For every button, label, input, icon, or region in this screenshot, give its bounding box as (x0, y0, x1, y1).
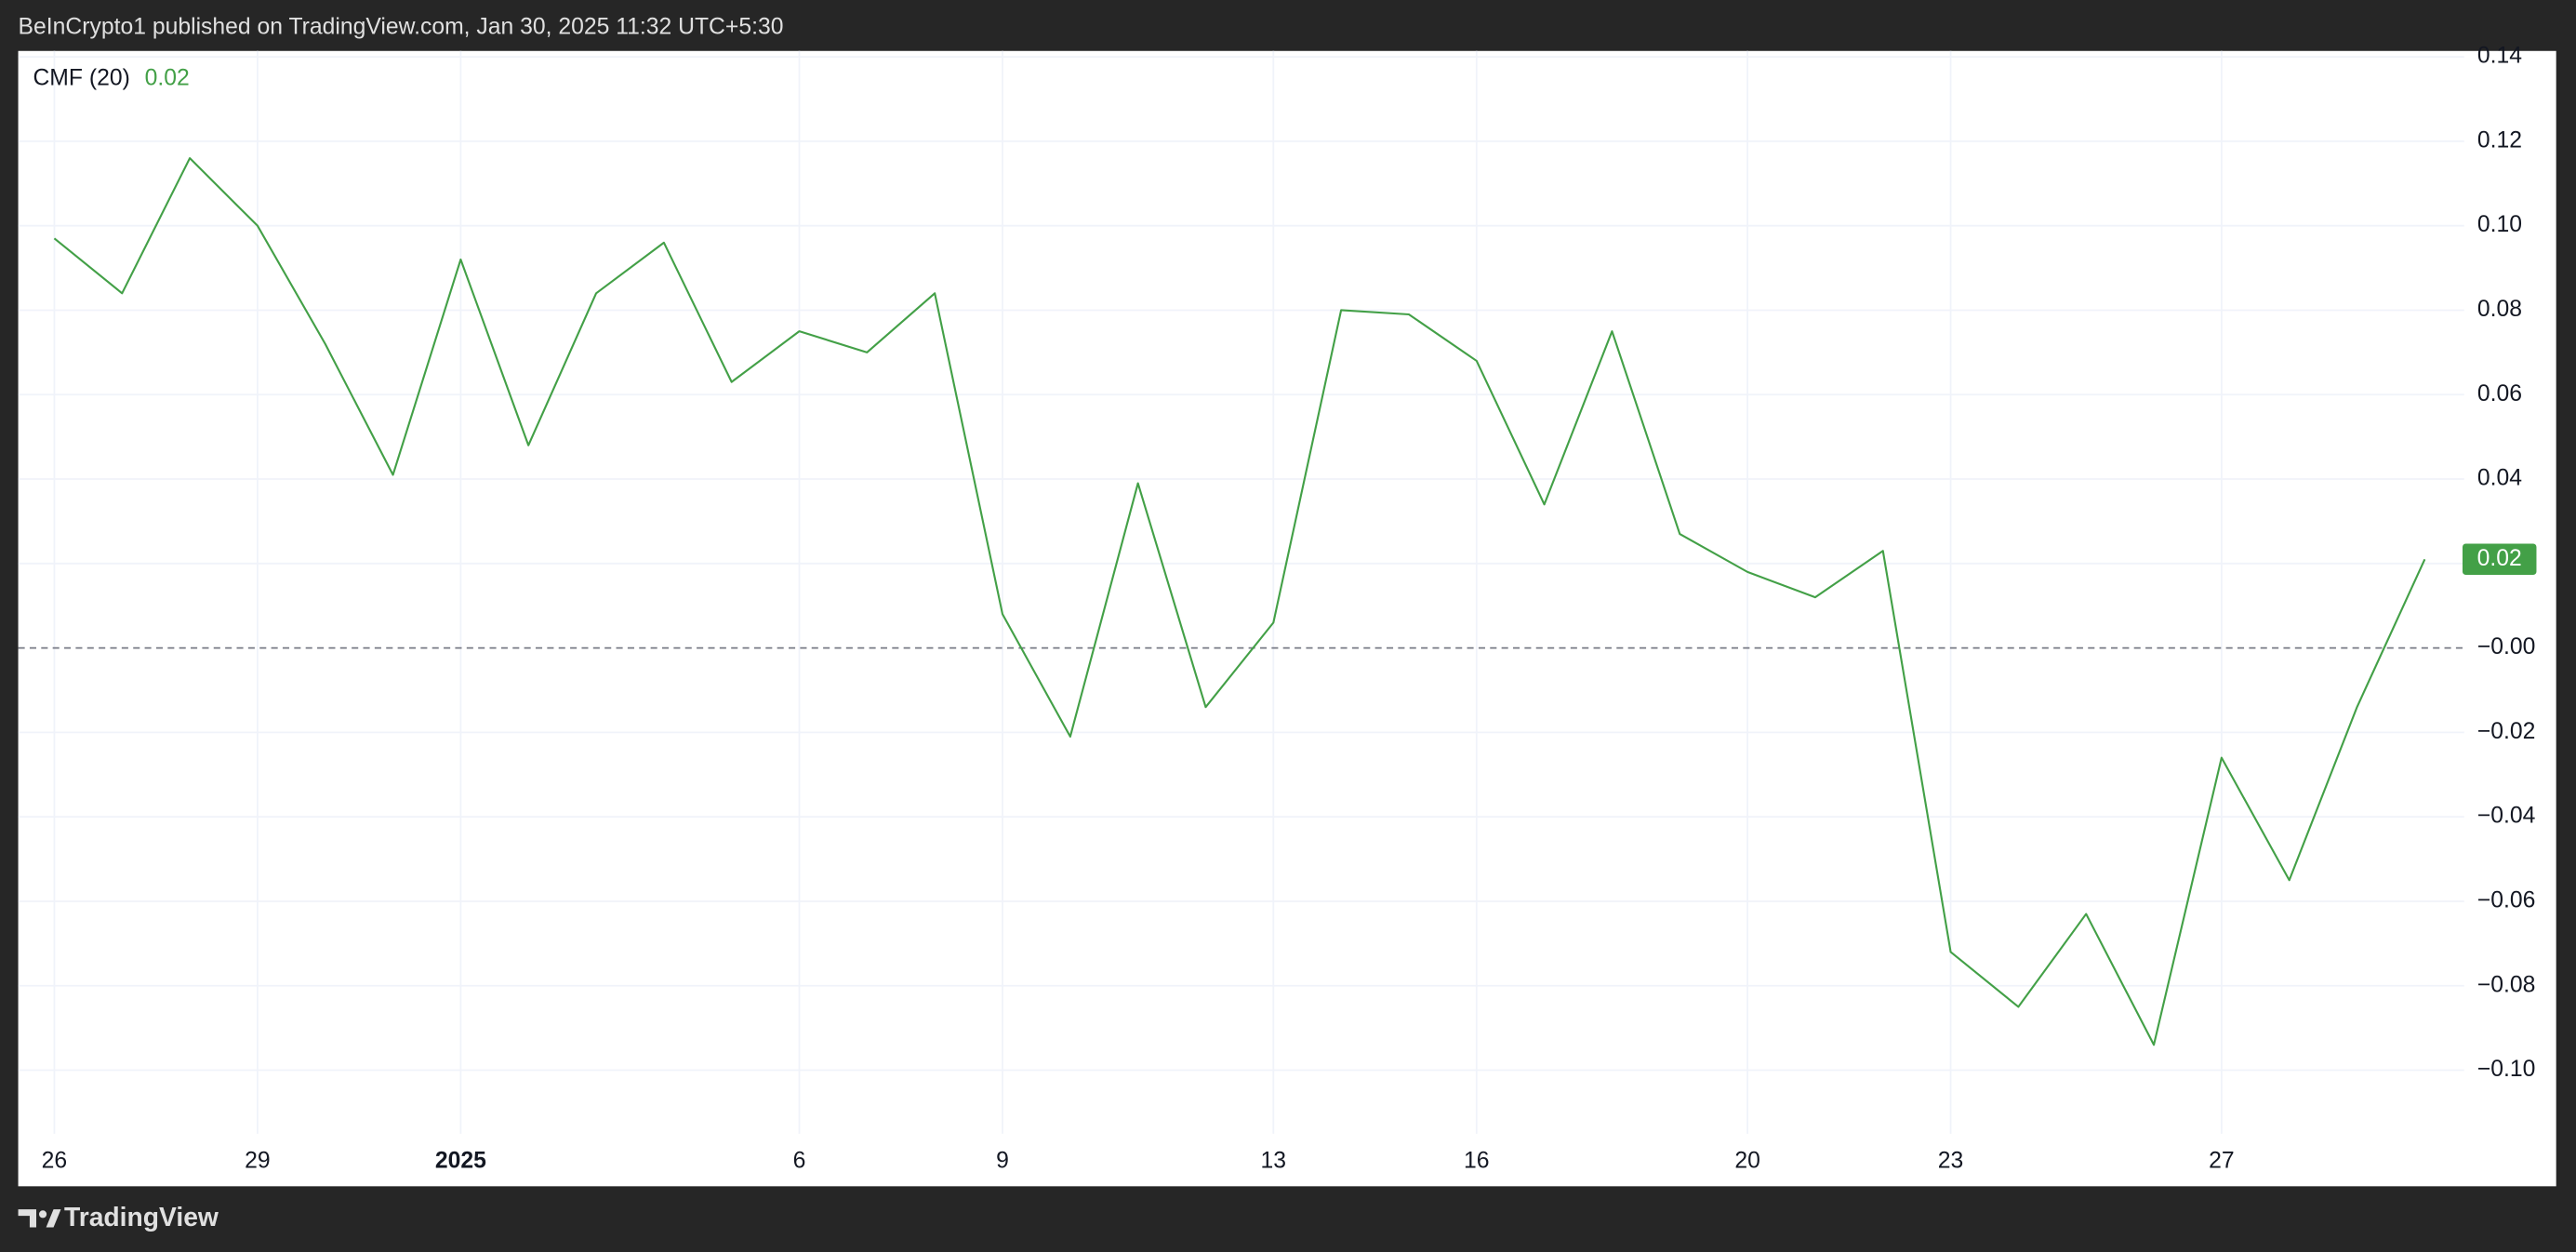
y-tick-label: −0.02 (2477, 719, 2536, 744)
x-tick-label: 16 (1464, 1148, 1490, 1173)
y-tick-label: 0.04 (2477, 466, 2522, 491)
y-tick-label: −0.06 (2477, 887, 2536, 912)
y-tick-label: −0.00 (2477, 634, 2536, 659)
x-tick-label: 26 (42, 1148, 68, 1173)
footer-brand: TradingView (64, 1202, 219, 1232)
y-tick-label: −0.10 (2477, 1057, 2536, 1082)
y-tick-label: −0.04 (2477, 804, 2536, 829)
x-tick-label: 6 (793, 1148, 806, 1173)
y-tick-label: 0.14 (2477, 44, 2522, 69)
y-tick-label: 0.12 (2477, 127, 2522, 153)
cmf-line (53, 156, 2426, 1046)
y-tick-label: 0.08 (2477, 297, 2522, 322)
x-tick-label: 2025 (435, 1148, 486, 1173)
y-tick-label: 0.10 (2477, 212, 2522, 237)
x-tick-label: 13 (1261, 1148, 1287, 1173)
x-tick-label: 23 (1938, 1148, 1964, 1173)
chart-area (18, 50, 2556, 1187)
y-tick-label: 0.06 (2477, 381, 2522, 406)
last-value-label: 0.02 (2477, 546, 2522, 571)
y-tick-label: −0.08 (2477, 972, 2536, 997)
tv-logo (18, 1209, 61, 1228)
last-value-badge (2462, 543, 2537, 576)
x-tick-label: 29 (245, 1148, 271, 1173)
x-tick-label: 27 (2209, 1148, 2235, 1173)
x-tick-label: 9 (996, 1148, 1009, 1173)
header: BeInCrypto1 published on TradingView.com… (19, 15, 784, 40)
legend-name: CMF (20) (33, 65, 129, 90)
x-tick-label: 20 (1734, 1148, 1760, 1173)
legend-value: 0.02 (145, 65, 190, 90)
